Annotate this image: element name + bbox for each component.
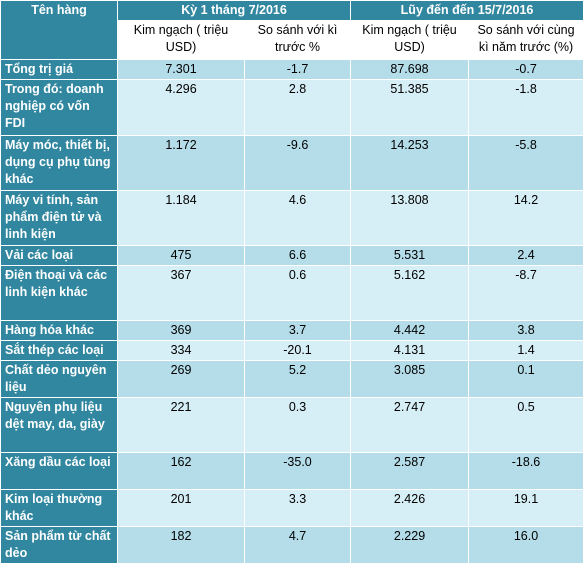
row-item-name: Tổng trị giá [1,60,118,80]
row-item-name: Hàng hóa khác [1,321,118,341]
row-item-name: Kim loại thường khác [1,490,118,527]
subheader-compare-year: So sánh với cùng kì năm trước (%) [469,21,583,60]
row-value-v4: -18.6 [469,453,583,490]
row-value-v1: 7.301 [118,60,245,80]
row-value-v3: 87.698 [351,60,469,80]
row-value-v1: 367 [118,266,245,321]
row-value-v2: 2.8 [245,80,351,136]
row-value-v1: 201 [118,490,245,527]
row-item-name: Chất dẻo nguyên liệu [1,361,118,398]
cumulative-header: Lũy đến đến 15/7/2016 [351,1,583,21]
row-value-v4: 19.1 [469,490,583,527]
row-value-v1: 269 [118,361,245,398]
item-column-header: Tên hàng [1,1,118,60]
row-value-v3: 13.808 [351,191,469,246]
row-value-v2: -1.7 [245,60,351,80]
row-value-v2: -20.1 [245,341,351,361]
row-value-v3: 3.085 [351,361,469,398]
row-item-name: Điện thoại và các linh kiện khác [1,266,118,321]
row-value-v1: 369 [118,321,245,341]
row-value-v3: 4.131 [351,341,469,361]
row-item-name: Sắt thép các loại [1,341,118,361]
row-value-v4: 14.2 [469,191,583,246]
table-row: Máy móc, thiết bị, dụng cụ phụ tùng khác… [1,136,583,191]
row-value-v2: 5.2 [245,361,351,398]
row-item-name: Vải các loại [1,246,118,266]
row-value-v4: -0.7 [469,60,583,80]
row-value-v2: 3.7 [245,321,351,341]
row-value-v2: -9.6 [245,136,351,191]
row-value-v1: 1.184 [118,191,245,246]
row-value-v4: 1.4 [469,341,583,361]
row-value-v4: -5.8 [469,136,583,191]
row-value-v1: 221 [118,398,245,453]
row-value-v1: 162 [118,453,245,490]
row-value-v2: 4.6 [245,191,351,246]
row-value-v1: 334 [118,341,245,361]
row-value-v3: 5.162 [351,266,469,321]
row-item-name: Xăng dầu các loại [1,453,118,490]
row-value-v3: 2.587 [351,453,469,490]
row-value-v3: 14.253 [351,136,469,191]
subheader-compare-period: So sánh với kì trước % [245,21,351,60]
header-row: Tên hàng Kỳ 1 tháng 7/2016 Lũy đến đến 1… [1,1,583,21]
row-value-v2: 0.3 [245,398,351,453]
row-value-v2: 0.6 [245,266,351,321]
row-value-v4: 2.4 [469,246,583,266]
row-item-name: Trong đó: doanh nghiệp có vốn FDI [1,80,118,136]
row-value-v2: 6.6 [245,246,351,266]
row-value-v1: 1.172 [118,136,245,191]
row-value-v4: -1.8 [469,80,583,136]
row-item-name: Máy móc, thiết bị, dụng cụ phụ tùng khác [1,136,118,191]
row-value-v2: -35.0 [245,453,351,490]
row-value-v1: 475 [118,246,245,266]
subheader-value-cumulative: Kim ngạch ( triệu USD) [351,21,469,60]
row-item-name: Máy vi tính, sản phẩm điện tử và linh ki… [1,191,118,246]
row-item-name: Nguyên phụ liệu dệt may, da, giày [1,398,118,453]
row-value-v3: 2.426 [351,490,469,527]
row-value-v4: -8.7 [469,266,583,321]
subheader-value-period: Kim ngạch ( triệu USD) [118,21,245,60]
period-header: Kỳ 1 tháng 7/2016 [118,1,351,21]
row-value-v3: 4.442 [351,321,469,341]
row-value-v3: 5.531 [351,246,469,266]
row-value-v4: 3.8 [469,321,583,341]
row-value-v2: 3.3 [245,490,351,527]
row-value-v4: 0.5 [469,398,583,453]
table-row: Máy vi tính, sản phẩm điện tử và linh ki… [1,191,583,246]
row-value-v3: 51.385 [351,80,469,136]
row-value-v1: 4.296 [118,80,245,136]
row-value-v3: 2.747 [351,398,469,453]
row-value-v4: 0.1 [469,361,583,398]
